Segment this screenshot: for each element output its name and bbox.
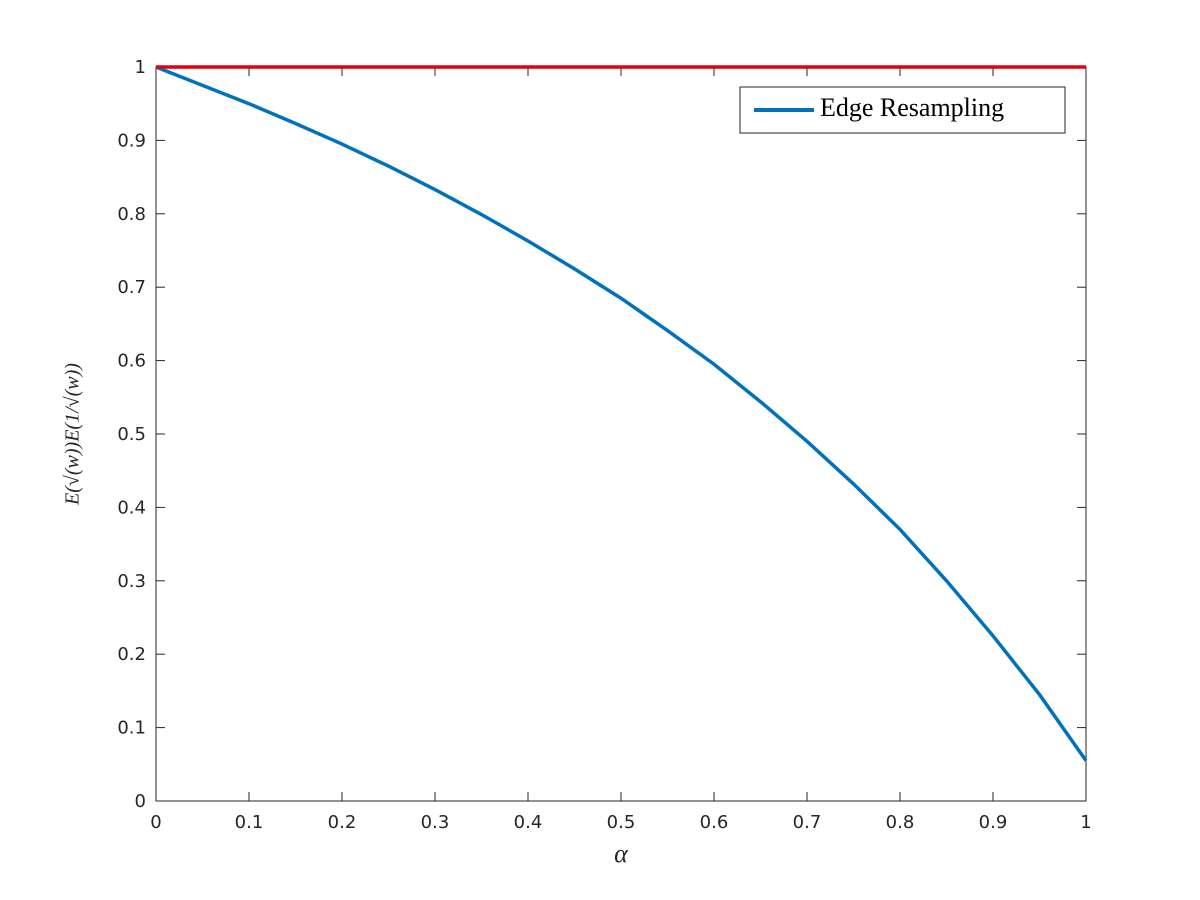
- y-tick-label: 0.1: [117, 718, 146, 739]
- x-tick-label: 1: [1080, 812, 1091, 833]
- x-tick-label: 0.8: [886, 812, 915, 833]
- x-tick-label: 0.3: [421, 812, 450, 833]
- y-tick-label: 0.8: [117, 204, 146, 225]
- y-tick-label: 0.4: [117, 497, 146, 518]
- y-tick-label: 0.7: [117, 277, 146, 298]
- plot-area: [155, 66, 1087, 802]
- x-axis-label: α: [614, 839, 629, 868]
- series-line: [155, 65, 1088, 762]
- x-tick-label: 0: [150, 812, 161, 833]
- y-tick-label: 0.5: [117, 424, 146, 445]
- x-tick-label: 0.4: [514, 812, 543, 833]
- x-tick-label: 0.7: [793, 812, 822, 833]
- x-tick-label: 0.6: [700, 812, 729, 833]
- y-axis-label: E(√(w))E(1/√(w)): [62, 363, 84, 506]
- legend: Edge Resampling: [739, 86, 1066, 134]
- x-tick-label: 0.5: [607, 812, 636, 833]
- y-tick-label: 0.6: [117, 351, 146, 372]
- legend-label: Edge Resampling: [820, 93, 1004, 122]
- x-tick-label: 0.9: [979, 812, 1008, 833]
- y-tick-label: 1: [135, 57, 146, 78]
- x-tick-label: 0.1: [235, 812, 264, 833]
- y-tick-label: 0: [135, 791, 146, 812]
- y-tick-label: 0.3: [117, 571, 146, 592]
- y-tick-label: 0.2: [117, 644, 146, 665]
- y-tick-label: 0.9: [117, 130, 146, 151]
- x-tick-label: 0.2: [328, 812, 357, 833]
